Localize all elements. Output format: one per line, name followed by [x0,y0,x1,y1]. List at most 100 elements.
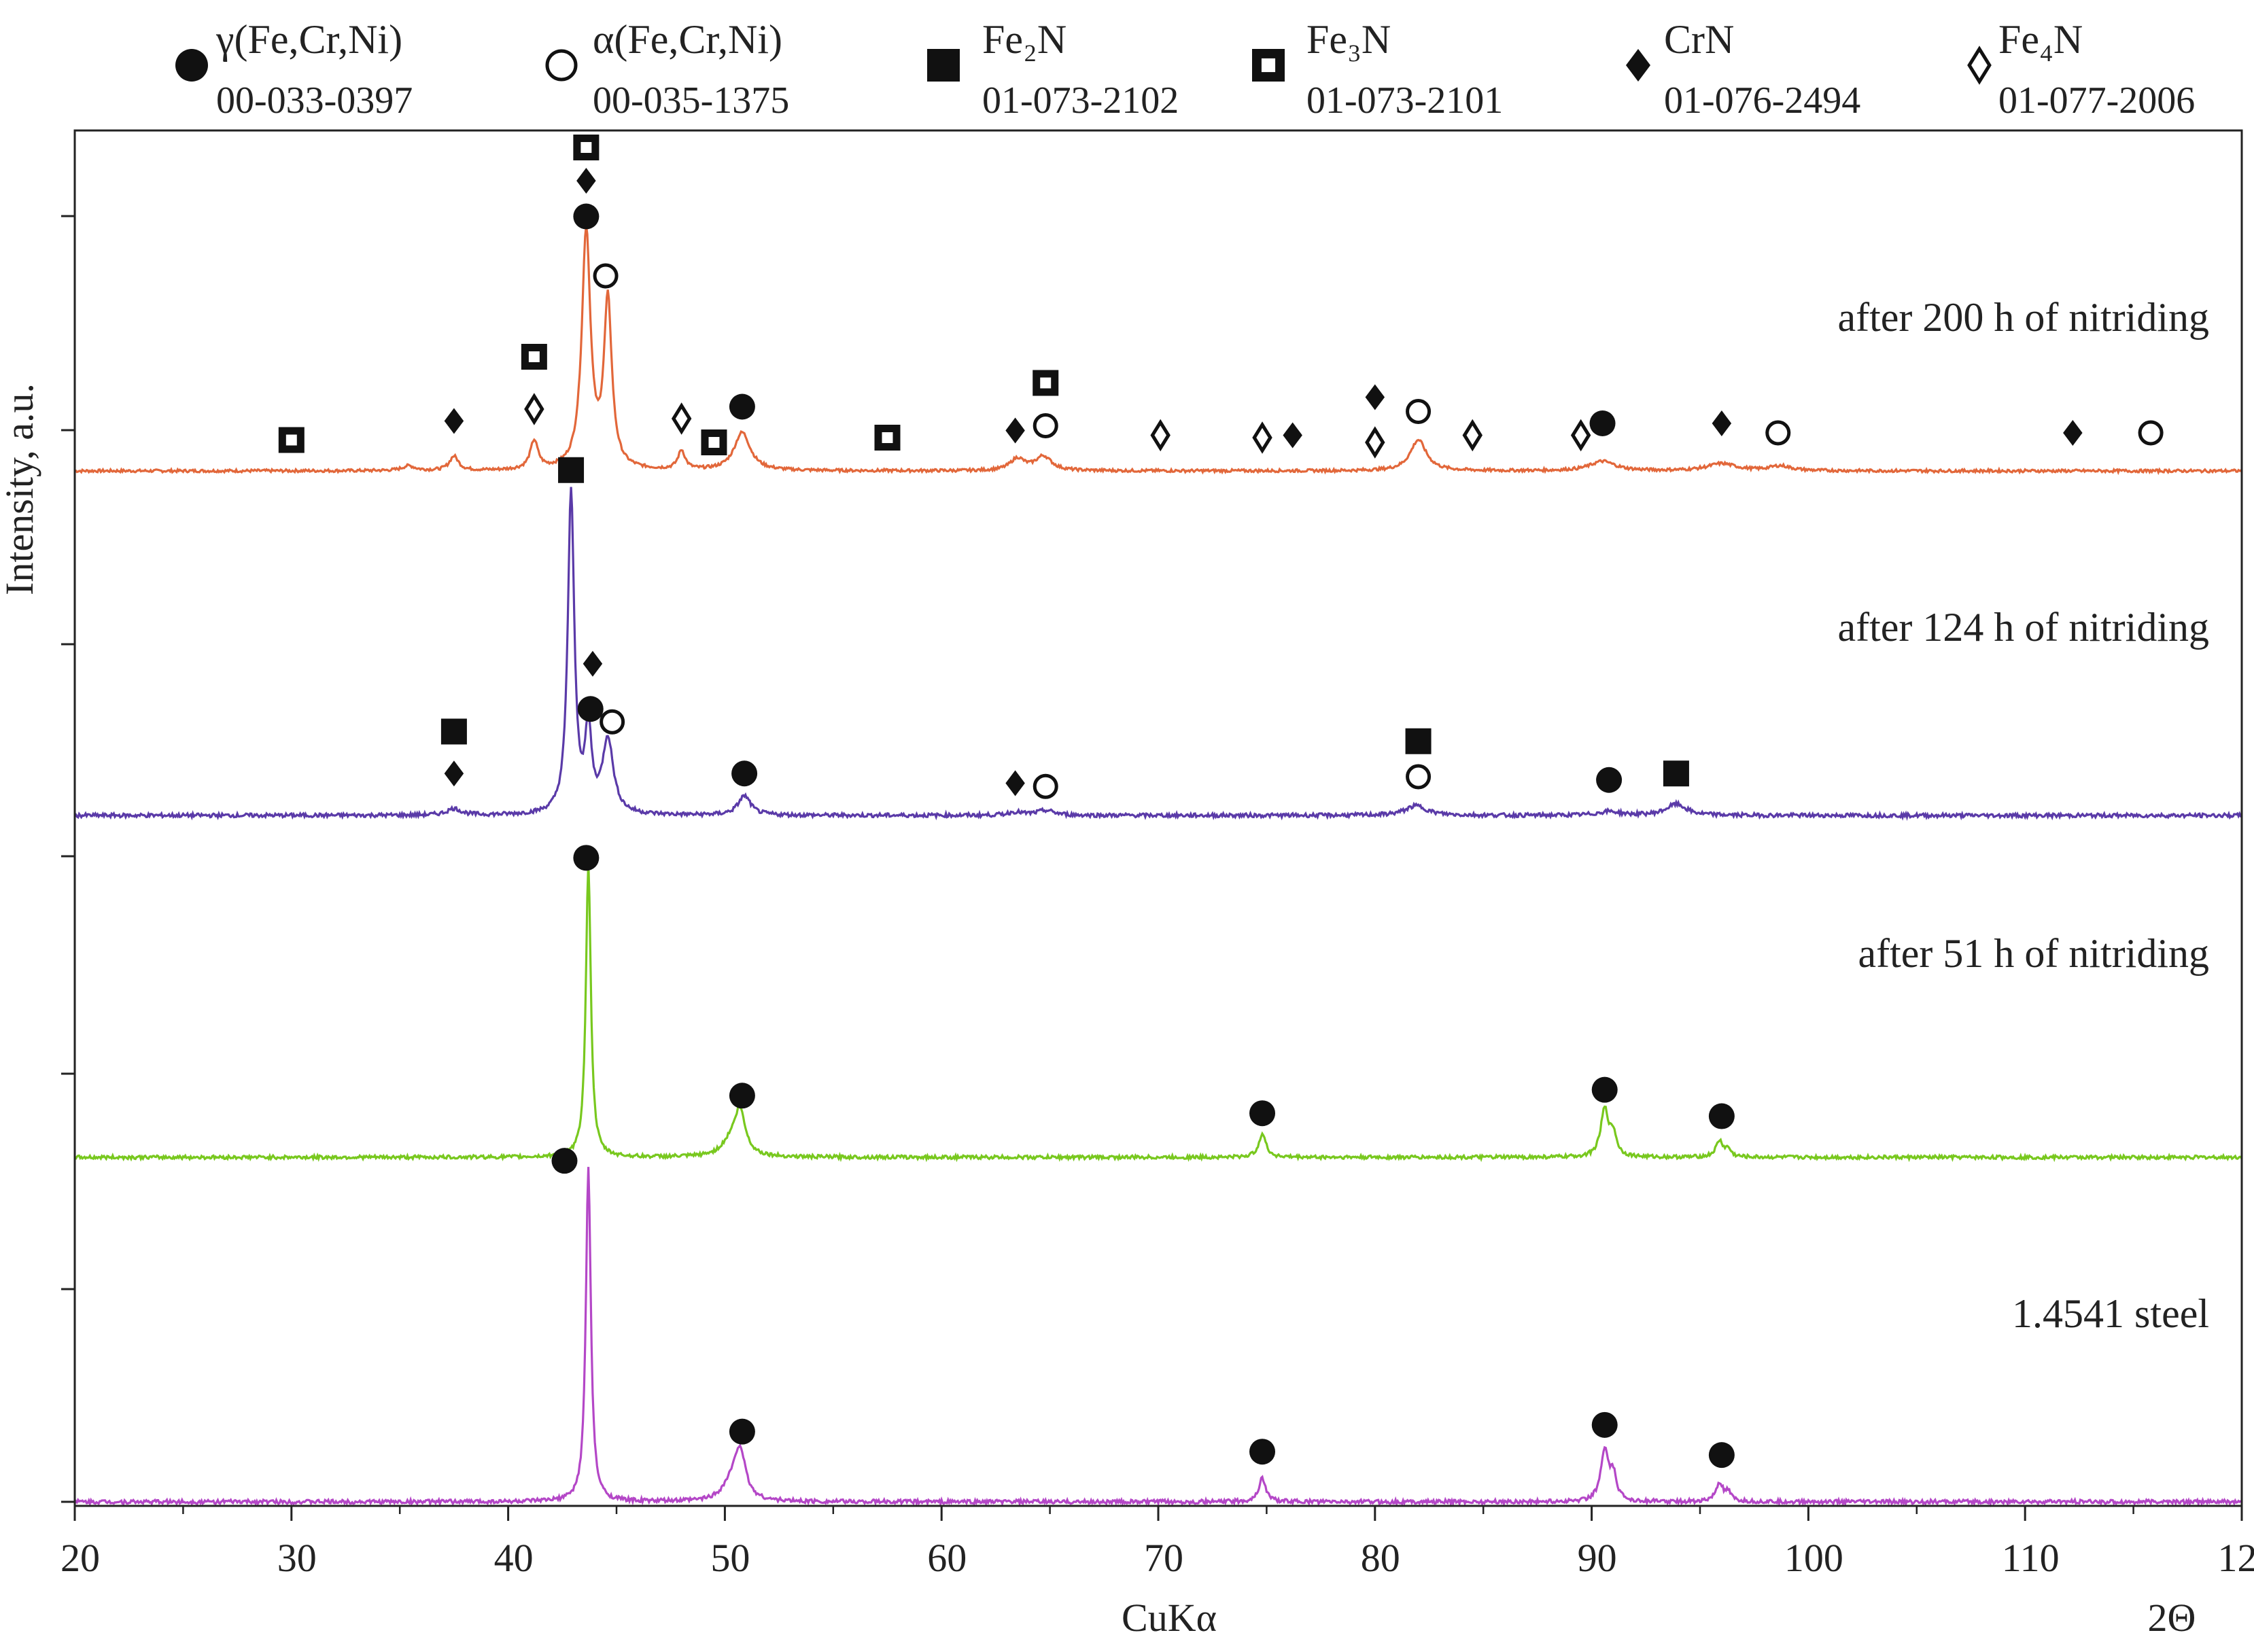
series-label-3: 1.4541 steel [2012,1291,2209,1336]
marker-1-9 [1406,764,1432,790]
marker-0-11 [874,425,901,451]
marker-0-8 [671,402,692,435]
legend-card-4: 01-076-2494 [1664,80,1860,122]
x-unit-label: 2Θ [2148,1596,2196,1640]
trace-0 [74,225,2243,476]
y-axis-label: Intensity, a.u. [0,383,41,595]
marker-3-1 [729,1418,755,1445]
marker-2-3 [1591,1076,1618,1103]
marker-2-1 [729,1083,755,1109]
trace-1 [73,487,2242,822]
marker-0-3-inner [528,351,540,362]
marker-1-8 [1033,773,1058,799]
legend-symbol-0 [175,49,208,82]
marker-1-11 [1596,767,1623,793]
marker-1-12 [1663,760,1689,787]
marker-0-12 [1005,417,1025,444]
marker-0-10 [729,393,755,420]
marker-0-2 [524,393,544,425]
marker-3-4 [1708,1442,1735,1469]
legend-symbol-3 [1252,49,1285,82]
legend-card-1: 00-035-1375 [593,80,789,122]
traces [73,225,2243,1508]
marker-2-4 [1708,1103,1735,1129]
marker-0-6 [573,135,600,160]
marker-1-4 [583,650,603,677]
marker-0-14 [1033,370,1059,396]
legend-symbol-1 [545,49,578,82]
phase-markers [278,135,2164,1469]
x-tick-label-10: 120 [2218,1536,2254,1580]
marker-0-18 [1365,426,1385,459]
marker-0-17 [1283,422,1302,449]
legend-symbol-5 [1967,46,1992,85]
legend-symbol-4 [1626,49,1650,82]
axis-ticks: 20 30 40 50 60 70 80 90 100 110 120 [60,215,2254,1580]
legend-card-5: 01-077-2006 [1998,80,2195,122]
x-axis-label: CuKα [1122,1596,1217,1640]
marker-0-1 [444,408,464,434]
marker-0-0 [278,427,305,453]
marker-0-25 [1765,420,1791,446]
marker-0-24 [1712,410,1732,436]
marker-0-9-inner [708,437,720,448]
marker-0-11-inner [882,432,893,443]
x-tick-label-1: 30 [277,1536,317,1580]
legend-phase-3: Fe₃N [1306,17,1391,62]
marker-0-5 [576,168,596,194]
marker-1-3 [577,696,604,722]
marker-0-4 [573,203,600,230]
marker-0-20 [1406,399,1432,424]
trace-3 [73,1167,2242,1508]
x-tick-label-5: 70 [1144,1536,1183,1580]
marker-0-22 [1570,419,1591,452]
legend-phase-4: CrN [1664,17,1734,62]
legend-phase-1: α(Fe,Cr,Ni) [593,17,782,62]
marker-1-10 [1405,728,1432,754]
marker-1-0 [444,760,464,787]
marker-0-14-inner [1040,377,1052,389]
marker-3-0 [551,1148,578,1174]
marker-0-7 [593,263,619,289]
legend-card-3: 01-073-2101 [1306,80,1503,122]
series-label-0: after 200 h of nitriding [1837,295,2209,340]
marker-0-9 [701,429,727,455]
legend: γ(Fe,Cr,Ni) 00-033-0397 α(Fe,Cr,Ni) 00-035-… [175,17,2195,122]
marker-0-0-inner [285,434,297,446]
series-labels: after 200 h of nitriding after 124 h of n… [1837,295,2209,1336]
legend-symbol-3-inner [1261,58,1276,73]
marker-0-19 [1365,384,1385,410]
marker-3-2 [1249,1439,1276,1465]
legend-card-0: 00-033-0397 [216,80,413,122]
x-tick-label-2: 40 [494,1536,534,1580]
marker-2-0 [573,845,600,871]
x-tick-label-6: 80 [1361,1536,1400,1580]
marker-0-3 [521,344,547,370]
series-label-1: after 124 h of nitriding [1837,605,2209,650]
marker-1-5 [600,709,625,735]
x-tick-label-8: 100 [1784,1536,1843,1580]
marker-0-21 [1462,419,1483,452]
marker-0-26 [2063,420,2083,446]
legend-phase-0: γ(Fe,Cr,Ni) [215,17,402,62]
marker-0-6-inner [580,142,592,153]
trace-2 [74,862,2243,1163]
marker-3-3 [1591,1411,1618,1438]
marker-1-7 [1005,770,1025,796]
marker-1-6 [731,760,758,787]
marker-1-2 [558,457,585,483]
x-tick-label-0: 20 [60,1536,100,1580]
series-label-2: after 51 h of nitriding [1858,931,2209,976]
x-tick-label-7: 90 [1578,1536,1617,1580]
marker-2-2 [1249,1100,1276,1127]
marker-0-13 [1033,413,1058,438]
marker-0-16 [1252,421,1272,454]
marker-0-23 [1589,410,1616,436]
marker-0-27 [2138,420,2164,446]
legend-symbol-2 [927,49,960,82]
legend-card-2: 01-073-2102 [982,80,1179,122]
marker-0-15 [1150,419,1171,452]
x-tick-label-9: 110 [2002,1536,2060,1580]
legend-phase-5: Fe₄N [1998,17,2083,62]
